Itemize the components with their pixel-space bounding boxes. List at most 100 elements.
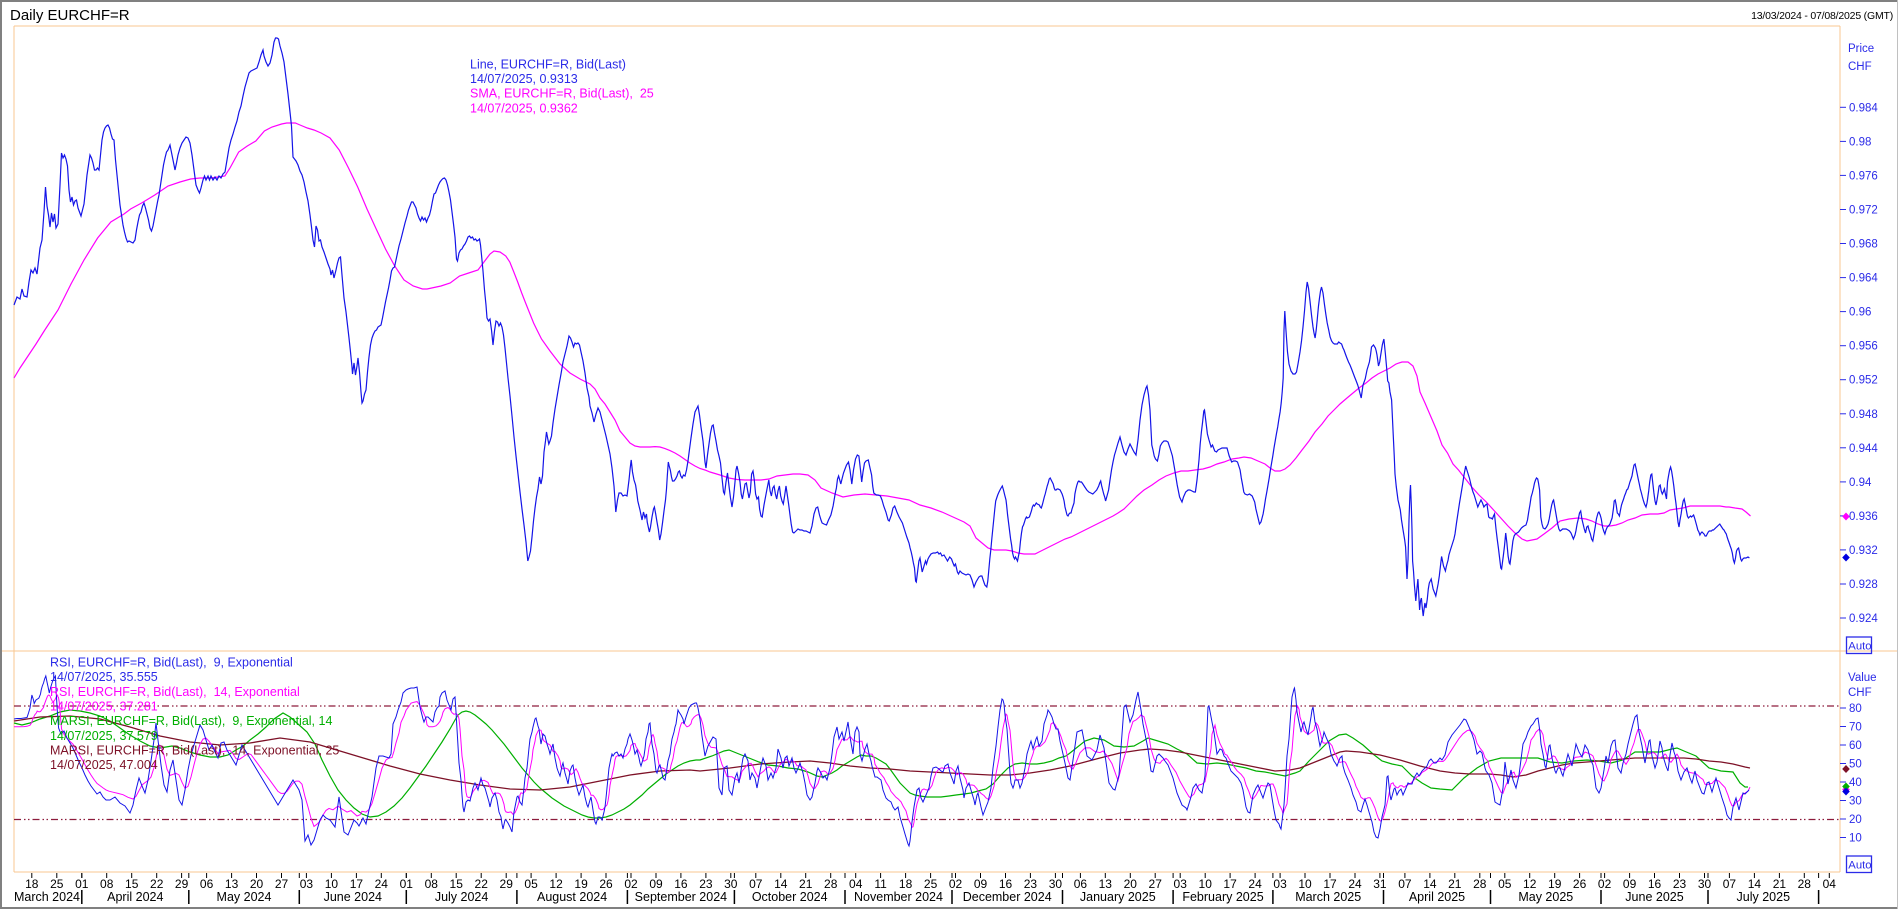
svg-text:12: 12 bbox=[1523, 877, 1537, 891]
svg-text:08: 08 bbox=[100, 877, 114, 891]
svg-text:CHF: CHF bbox=[1848, 687, 1872, 699]
svg-text:09: 09 bbox=[649, 877, 663, 891]
svg-text:0.948: 0.948 bbox=[1849, 409, 1878, 421]
svg-text:October 2024: October 2024 bbox=[752, 890, 828, 904]
svg-text:31: 31 bbox=[1373, 877, 1387, 891]
svg-text:14: 14 bbox=[1423, 877, 1437, 891]
svg-text:60: 60 bbox=[1849, 740, 1862, 752]
svg-text:16: 16 bbox=[1648, 877, 1662, 891]
svg-text:02: 02 bbox=[624, 877, 638, 891]
svg-text:50: 50 bbox=[1849, 759, 1862, 771]
svg-text:14/07/2025, 47.004: 14/07/2025, 47.004 bbox=[50, 758, 158, 772]
svg-text:0.928: 0.928 bbox=[1849, 579, 1878, 591]
svg-text:17: 17 bbox=[1323, 877, 1337, 891]
svg-text:24: 24 bbox=[375, 877, 389, 891]
svg-text:23: 23 bbox=[1024, 877, 1038, 891]
svg-text:01: 01 bbox=[75, 877, 89, 891]
svg-text:0.96: 0.96 bbox=[1849, 307, 1871, 319]
svg-text:16: 16 bbox=[999, 877, 1013, 891]
svg-text:December 2024: December 2024 bbox=[963, 890, 1052, 904]
svg-text:24: 24 bbox=[1348, 877, 1362, 891]
svg-text:August 2024: August 2024 bbox=[537, 890, 607, 904]
svg-text:24: 24 bbox=[1248, 877, 1262, 891]
svg-text:0.952: 0.952 bbox=[1849, 375, 1878, 387]
svg-text:27: 27 bbox=[1149, 877, 1163, 891]
svg-text:Line, EURCHF=R, Bid(Last): Line, EURCHF=R, Bid(Last) bbox=[470, 58, 626, 72]
svg-text:12: 12 bbox=[549, 877, 563, 891]
svg-text:13: 13 bbox=[1099, 877, 1113, 891]
svg-text:Auto: Auto bbox=[1848, 641, 1871, 653]
svg-text:27: 27 bbox=[275, 877, 289, 891]
svg-text:MARSI, EURCHF=R, Bid(Last), 1: MARSI, EURCHF=R, Bid(Last), 14, Exponent… bbox=[50, 743, 339, 757]
svg-text:February 2025: February 2025 bbox=[1182, 890, 1263, 904]
svg-text:20: 20 bbox=[1849, 814, 1862, 826]
svg-text:November 2024: November 2024 bbox=[854, 890, 943, 904]
svg-text:Daily EURCHF=R: Daily EURCHF=R bbox=[10, 7, 130, 24]
svg-text:September 2024: September 2024 bbox=[635, 890, 727, 904]
svg-text:0.94: 0.94 bbox=[1849, 477, 1872, 489]
svg-text:14/07/2025, 37.579: 14/07/2025, 37.579 bbox=[50, 729, 158, 743]
svg-text:40: 40 bbox=[1849, 777, 1862, 789]
svg-text:06: 06 bbox=[1074, 877, 1088, 891]
svg-text:26: 26 bbox=[1573, 877, 1587, 891]
svg-text:May 2024: May 2024 bbox=[217, 890, 272, 904]
svg-text:0.936: 0.936 bbox=[1849, 511, 1878, 523]
svg-text:0.98: 0.98 bbox=[1849, 136, 1871, 148]
svg-text:10: 10 bbox=[1849, 833, 1862, 845]
svg-text:14/07/2025, 0.9362: 14/07/2025, 0.9362 bbox=[470, 101, 578, 115]
svg-text:19: 19 bbox=[1548, 877, 1562, 891]
svg-text:28: 28 bbox=[824, 877, 838, 891]
svg-text:22: 22 bbox=[150, 877, 164, 891]
svg-text:04: 04 bbox=[849, 877, 863, 891]
svg-text:13: 13 bbox=[225, 877, 239, 891]
svg-text:10: 10 bbox=[325, 877, 339, 891]
svg-text:28: 28 bbox=[1473, 877, 1487, 891]
svg-text:04: 04 bbox=[1823, 877, 1837, 891]
svg-text:Auto: Auto bbox=[1848, 860, 1871, 872]
svg-text:14/07/2025, 0.9313: 14/07/2025, 0.9313 bbox=[470, 72, 578, 86]
svg-text:March 2024: March 2024 bbox=[14, 890, 80, 904]
svg-text:0.932: 0.932 bbox=[1849, 545, 1878, 557]
svg-text:21: 21 bbox=[1773, 877, 1787, 891]
svg-text:09: 09 bbox=[1623, 877, 1637, 891]
svg-text:23: 23 bbox=[699, 877, 713, 891]
svg-text:09: 09 bbox=[974, 877, 988, 891]
svg-text:30: 30 bbox=[724, 877, 738, 891]
svg-text:June 2025: June 2025 bbox=[1625, 890, 1683, 904]
svg-text:01: 01 bbox=[400, 877, 414, 891]
svg-text:20: 20 bbox=[1124, 877, 1138, 891]
svg-text:03: 03 bbox=[1174, 877, 1188, 891]
svg-text:03: 03 bbox=[300, 877, 314, 891]
svg-text:0.968: 0.968 bbox=[1849, 239, 1878, 251]
svg-text:21: 21 bbox=[799, 877, 813, 891]
svg-text:23: 23 bbox=[1673, 877, 1687, 891]
svg-text:RSI, EURCHF=R, Bid(Last), 9,: RSI, EURCHF=R, Bid(Last), 9, Exponential bbox=[50, 656, 293, 670]
svg-text:25: 25 bbox=[50, 877, 64, 891]
svg-text:28: 28 bbox=[1798, 877, 1812, 891]
svg-text:17: 17 bbox=[1223, 877, 1237, 891]
svg-text:30: 30 bbox=[1698, 877, 1712, 891]
svg-text:0.976: 0.976 bbox=[1849, 170, 1878, 182]
svg-text:MARSI, EURCHF=R, Bid(Last), 9: MARSI, EURCHF=R, Bid(Last), 9, Exponenti… bbox=[50, 714, 332, 728]
svg-text:30: 30 bbox=[1049, 877, 1063, 891]
svg-text:19: 19 bbox=[574, 877, 588, 891]
svg-text:March 2025: March 2025 bbox=[1295, 890, 1361, 904]
svg-text:RSI, EURCHF=R, Bid(Last), 14,: RSI, EURCHF=R, Bid(Last), 14, Exponentia… bbox=[50, 685, 300, 699]
svg-text:April 2024: April 2024 bbox=[107, 890, 163, 904]
svg-text:22: 22 bbox=[475, 877, 489, 891]
svg-text:29: 29 bbox=[175, 877, 189, 891]
svg-text:70: 70 bbox=[1849, 722, 1862, 734]
svg-text:16: 16 bbox=[674, 877, 688, 891]
svg-text:14: 14 bbox=[774, 877, 788, 891]
svg-text:17: 17 bbox=[350, 877, 364, 891]
svg-text:14/07/2025, 35.555: 14/07/2025, 35.555 bbox=[50, 670, 158, 684]
svg-text:CHF: CHF bbox=[1848, 61, 1872, 73]
svg-text:02: 02 bbox=[1598, 877, 1612, 891]
svg-text:0.984: 0.984 bbox=[1849, 102, 1878, 114]
svg-text:January 2025: January 2025 bbox=[1080, 890, 1156, 904]
svg-text:02: 02 bbox=[949, 877, 963, 891]
svg-text:15: 15 bbox=[450, 877, 464, 891]
svg-text:06: 06 bbox=[200, 877, 214, 891]
svg-text:13/03/2024 - 07/08/2025 (GMT): 13/03/2024 - 07/08/2025 (GMT) bbox=[1751, 10, 1893, 22]
svg-text:07: 07 bbox=[1398, 877, 1412, 891]
